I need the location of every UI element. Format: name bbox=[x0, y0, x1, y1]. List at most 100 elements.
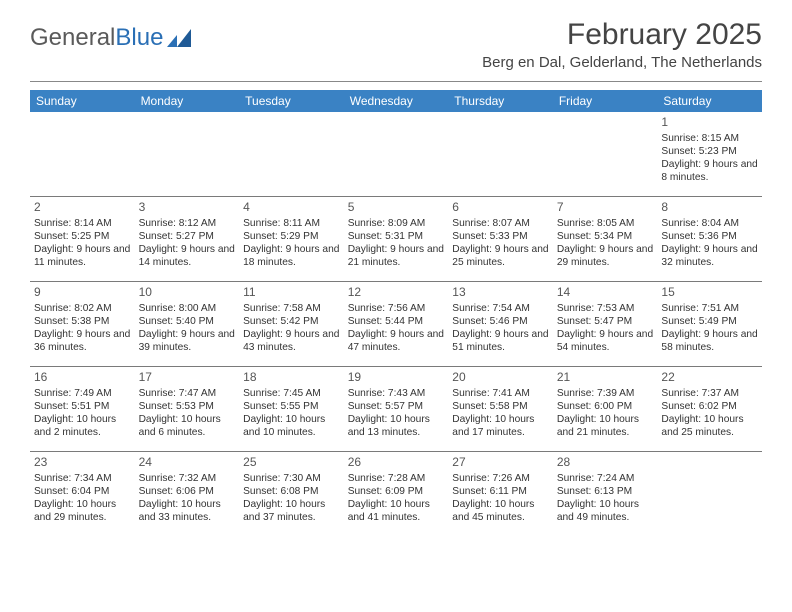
sunrise-text: Sunrise: 8:11 AM bbox=[243, 217, 340, 230]
sunset-text: Sunset: 5:44 PM bbox=[348, 315, 445, 328]
day-number: 10 bbox=[139, 285, 236, 301]
daylight-text: Daylight: 10 hours and 45 minutes. bbox=[452, 498, 549, 525]
day-number: 15 bbox=[661, 285, 758, 301]
day-number: 18 bbox=[243, 370, 340, 386]
sunset-text: Sunset: 5:58 PM bbox=[452, 400, 549, 413]
day-number: 12 bbox=[348, 285, 445, 301]
daylight-text: Daylight: 10 hours and 49 minutes. bbox=[557, 498, 654, 525]
sunrise-text: Sunrise: 7:56 AM bbox=[348, 302, 445, 315]
day-number: 22 bbox=[661, 370, 758, 386]
sunrise-text: Sunrise: 7:45 AM bbox=[243, 387, 340, 400]
calendar-day: 8Sunrise: 8:04 AMSunset: 5:36 PMDaylight… bbox=[657, 197, 762, 281]
day-number: 26 bbox=[348, 455, 445, 471]
sunset-text: Sunset: 5:42 PM bbox=[243, 315, 340, 328]
calendar-day: 16Sunrise: 7:49 AMSunset: 5:51 PMDayligh… bbox=[30, 367, 135, 451]
sunrise-text: Sunrise: 7:28 AM bbox=[348, 472, 445, 485]
calendar-day-empty bbox=[448, 112, 553, 196]
calendar-day: 5Sunrise: 8:09 AMSunset: 5:31 PMDaylight… bbox=[344, 197, 449, 281]
sunrise-text: Sunrise: 7:58 AM bbox=[243, 302, 340, 315]
calendar-day: 25Sunrise: 7:30 AMSunset: 6:08 PMDayligh… bbox=[239, 452, 344, 536]
day-number: 2 bbox=[34, 200, 131, 216]
calendar-week: 9Sunrise: 8:02 AMSunset: 5:38 PMDaylight… bbox=[30, 281, 762, 366]
daylight-text: Daylight: 9 hours and 47 minutes. bbox=[348, 328, 445, 355]
sunset-text: Sunset: 5:53 PM bbox=[139, 400, 236, 413]
calendar-day: 19Sunrise: 7:43 AMSunset: 5:57 PMDayligh… bbox=[344, 367, 449, 451]
day-number: 7 bbox=[557, 200, 654, 216]
daylight-text: Daylight: 9 hours and 25 minutes. bbox=[452, 243, 549, 270]
sunset-text: Sunset: 5:25 PM bbox=[34, 230, 131, 243]
day-header-cell: Wednesday bbox=[344, 90, 449, 112]
daylight-text: Daylight: 10 hours and 10 minutes. bbox=[243, 413, 340, 440]
page-title: February 2025 bbox=[482, 18, 762, 52]
calendar-day: 28Sunrise: 7:24 AMSunset: 6:13 PMDayligh… bbox=[553, 452, 658, 536]
sunset-text: Sunset: 5:46 PM bbox=[452, 315, 549, 328]
sunrise-text: Sunrise: 7:53 AM bbox=[557, 302, 654, 315]
sunrise-text: Sunrise: 7:39 AM bbox=[557, 387, 654, 400]
calendar-day: 1Sunrise: 8:15 AMSunset: 5:23 PMDaylight… bbox=[657, 112, 762, 196]
sunset-text: Sunset: 5:40 PM bbox=[139, 315, 236, 328]
day-number: 24 bbox=[139, 455, 236, 471]
day-header-cell: Saturday bbox=[657, 90, 762, 112]
daylight-text: Daylight: 10 hours and 17 minutes. bbox=[452, 413, 549, 440]
calendar-day: 9Sunrise: 8:02 AMSunset: 5:38 PMDaylight… bbox=[30, 282, 135, 366]
day-number: 21 bbox=[557, 370, 654, 386]
day-number: 16 bbox=[34, 370, 131, 386]
calendar-day-empty bbox=[344, 112, 449, 196]
daylight-text: Daylight: 10 hours and 21 minutes. bbox=[557, 413, 654, 440]
calendar-week: 1Sunrise: 8:15 AMSunset: 5:23 PMDaylight… bbox=[30, 112, 762, 196]
day-number: 1 bbox=[661, 115, 758, 131]
daylight-text: Daylight: 10 hours and 29 minutes. bbox=[34, 498, 131, 525]
daylight-text: Daylight: 9 hours and 36 minutes. bbox=[34, 328, 131, 355]
sunrise-text: Sunrise: 7:47 AM bbox=[139, 387, 236, 400]
calendar-body: 1Sunrise: 8:15 AMSunset: 5:23 PMDaylight… bbox=[30, 112, 762, 536]
calendar-week: 23Sunrise: 7:34 AMSunset: 6:04 PMDayligh… bbox=[30, 451, 762, 536]
sunset-text: Sunset: 6:09 PM bbox=[348, 485, 445, 498]
day-number: 23 bbox=[34, 455, 131, 471]
day-header-cell: Tuesday bbox=[239, 90, 344, 112]
day-header-cell: Monday bbox=[135, 90, 240, 112]
day-number: 11 bbox=[243, 285, 340, 301]
day-header-row: SundayMondayTuesdayWednesdayThursdayFrid… bbox=[30, 90, 762, 112]
sunrise-text: Sunrise: 8:04 AM bbox=[661, 217, 758, 230]
daylight-text: Daylight: 9 hours and 51 minutes. bbox=[452, 328, 549, 355]
sunset-text: Sunset: 5:34 PM bbox=[557, 230, 654, 243]
sunrise-text: Sunrise: 7:49 AM bbox=[34, 387, 131, 400]
sunrise-text: Sunrise: 8:15 AM bbox=[661, 132, 758, 145]
daylight-text: Daylight: 9 hours and 43 minutes. bbox=[243, 328, 340, 355]
calendar-day-empty bbox=[553, 112, 658, 196]
sunset-text: Sunset: 5:49 PM bbox=[661, 315, 758, 328]
calendar-day: 18Sunrise: 7:45 AMSunset: 5:55 PMDayligh… bbox=[239, 367, 344, 451]
daylight-text: Daylight: 9 hours and 11 minutes. bbox=[34, 243, 131, 270]
day-number: 8 bbox=[661, 200, 758, 216]
sunset-text: Sunset: 5:47 PM bbox=[557, 315, 654, 328]
sunrise-text: Sunrise: 8:00 AM bbox=[139, 302, 236, 315]
sunset-text: Sunset: 5:51 PM bbox=[34, 400, 131, 413]
sunrise-text: Sunrise: 7:41 AM bbox=[452, 387, 549, 400]
calendar-day: 21Sunrise: 7:39 AMSunset: 6:00 PMDayligh… bbox=[553, 367, 658, 451]
sunset-text: Sunset: 6:02 PM bbox=[661, 400, 758, 413]
sunrise-text: Sunrise: 8:12 AM bbox=[139, 217, 236, 230]
day-number: 27 bbox=[452, 455, 549, 471]
calendar-day: 2Sunrise: 8:14 AMSunset: 5:25 PMDaylight… bbox=[30, 197, 135, 281]
calendar-day-empty bbox=[657, 452, 762, 536]
sunset-text: Sunset: 6:00 PM bbox=[557, 400, 654, 413]
sunrise-text: Sunrise: 7:37 AM bbox=[661, 387, 758, 400]
calendar-day: 24Sunrise: 7:32 AMSunset: 6:06 PMDayligh… bbox=[135, 452, 240, 536]
day-number: 13 bbox=[452, 285, 549, 301]
sunset-text: Sunset: 6:06 PM bbox=[139, 485, 236, 498]
daylight-text: Daylight: 9 hours and 18 minutes. bbox=[243, 243, 340, 270]
daylight-text: Daylight: 10 hours and 33 minutes. bbox=[139, 498, 236, 525]
calendar-day: 26Sunrise: 7:28 AMSunset: 6:09 PMDayligh… bbox=[344, 452, 449, 536]
sunrise-text: Sunrise: 7:34 AM bbox=[34, 472, 131, 485]
daylight-text: Daylight: 9 hours and 8 minutes. bbox=[661, 158, 758, 185]
daylight-text: Daylight: 10 hours and 13 minutes. bbox=[348, 413, 445, 440]
daylight-text: Daylight: 9 hours and 21 minutes. bbox=[348, 243, 445, 270]
sunrise-text: Sunrise: 7:26 AM bbox=[452, 472, 549, 485]
calendar-week: 16Sunrise: 7:49 AMSunset: 5:51 PM Dayligh… bbox=[30, 366, 762, 451]
sunset-text: Sunset: 5:31 PM bbox=[348, 230, 445, 243]
calendar-day: 23Sunrise: 7:34 AMSunset: 6:04 PMDayligh… bbox=[30, 452, 135, 536]
daylight-text: Daylight: 9 hours and 29 minutes. bbox=[557, 243, 654, 270]
header: GeneralBlue February 2025 Berg en Dal, G… bbox=[0, 0, 792, 75]
calendar-day: 22Sunrise: 7:37 AMSunset: 6:02 PMDayligh… bbox=[657, 367, 762, 451]
daylight-text: Daylight: 9 hours and 39 minutes. bbox=[139, 328, 236, 355]
